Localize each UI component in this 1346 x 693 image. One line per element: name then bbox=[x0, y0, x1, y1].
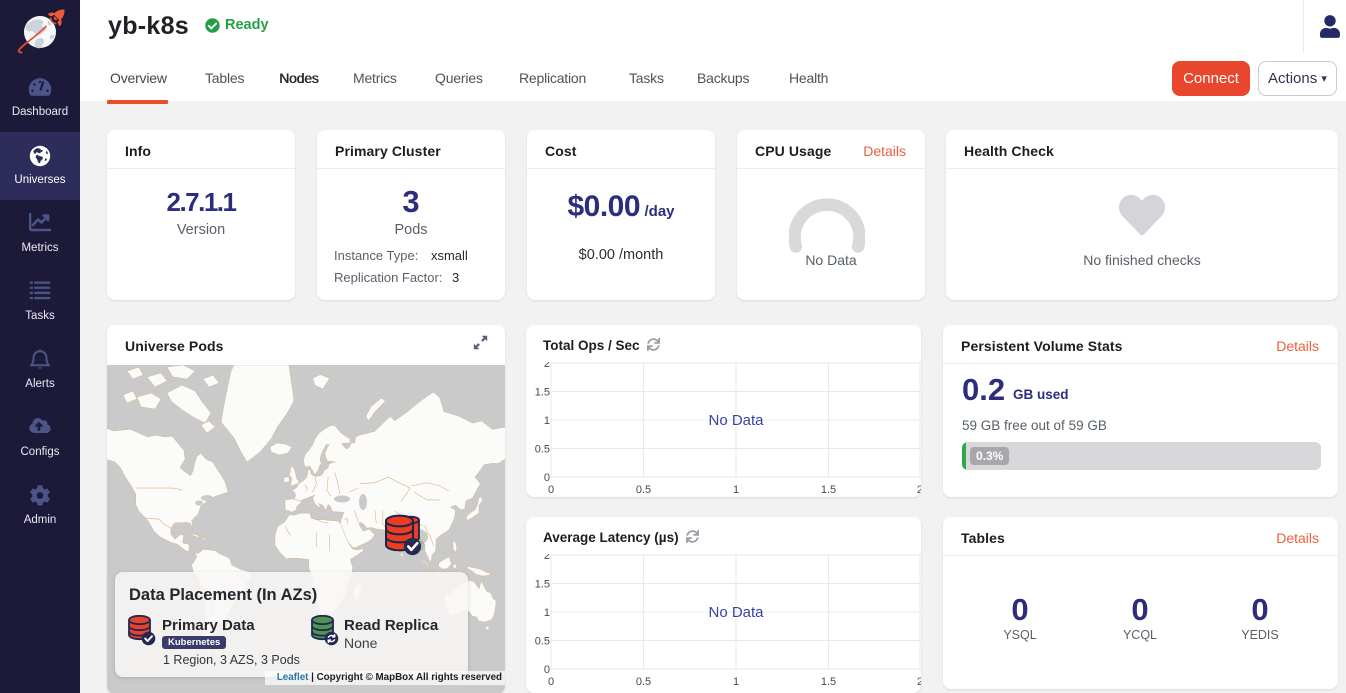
svg-text:2: 2 bbox=[544, 554, 550, 562]
svg-text:0.5: 0.5 bbox=[535, 636, 550, 648]
svg-text:0: 0 bbox=[544, 472, 550, 484]
svg-text:0.5: 0.5 bbox=[535, 444, 550, 456]
svg-text:0: 0 bbox=[548, 676, 554, 688]
svg-text:0: 0 bbox=[544, 664, 550, 676]
svg-text:1.5: 1.5 bbox=[535, 387, 550, 399]
svg-text:1: 1 bbox=[733, 484, 739, 496]
svg-text:No Data: No Data bbox=[708, 604, 764, 621]
svg-text:1: 1 bbox=[544, 415, 550, 427]
svg-text:1.5: 1.5 bbox=[821, 676, 836, 688]
svg-text:2: 2 bbox=[917, 676, 921, 688]
svg-text:No Data: No Data bbox=[708, 412, 764, 429]
svg-text:1.5: 1.5 bbox=[535, 579, 550, 591]
svg-text:1.5: 1.5 bbox=[821, 484, 836, 496]
svg-text:0: 0 bbox=[548, 484, 554, 496]
svg-text:2: 2 bbox=[544, 362, 550, 370]
svg-text:2: 2 bbox=[917, 484, 921, 496]
svg-text:1: 1 bbox=[544, 607, 550, 619]
svg-text:1: 1 bbox=[733, 676, 739, 688]
svg-text:0.5: 0.5 bbox=[636, 484, 651, 496]
svg-text:0.5: 0.5 bbox=[636, 676, 651, 688]
